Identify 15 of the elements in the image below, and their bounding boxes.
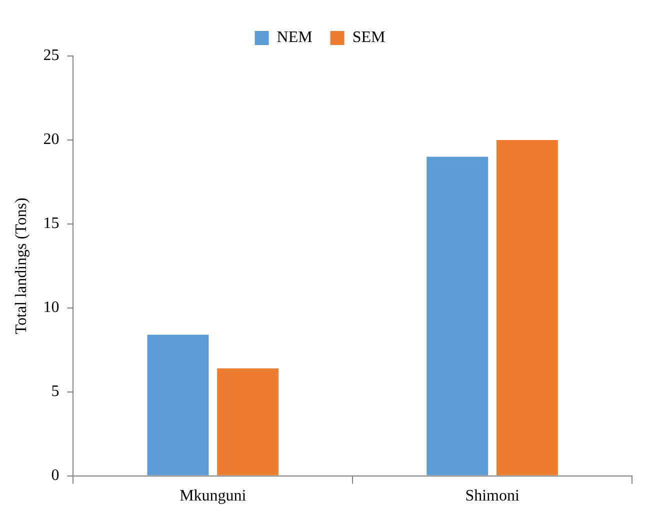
x-tick-label: Shimoni	[465, 488, 520, 505]
y-tick-label: 0	[51, 467, 60, 484]
bar	[147, 334, 209, 476]
y-tick-label: 15	[43, 215, 60, 232]
bar	[496, 140, 558, 476]
y-tick-label: 25	[43, 47, 60, 64]
bar	[217, 368, 279, 476]
y-tick-label: 10	[43, 299, 60, 316]
legend-label: NEM	[276, 29, 312, 46]
y-axis-title: Total landings (Tons)	[12, 198, 30, 334]
x-tick-label: Mkunguni	[180, 488, 247, 505]
legend-label: SEM	[352, 29, 386, 46]
y-tick-label: 20	[43, 131, 60, 148]
bar	[426, 156, 488, 476]
y-tick-label: 5	[51, 383, 60, 400]
